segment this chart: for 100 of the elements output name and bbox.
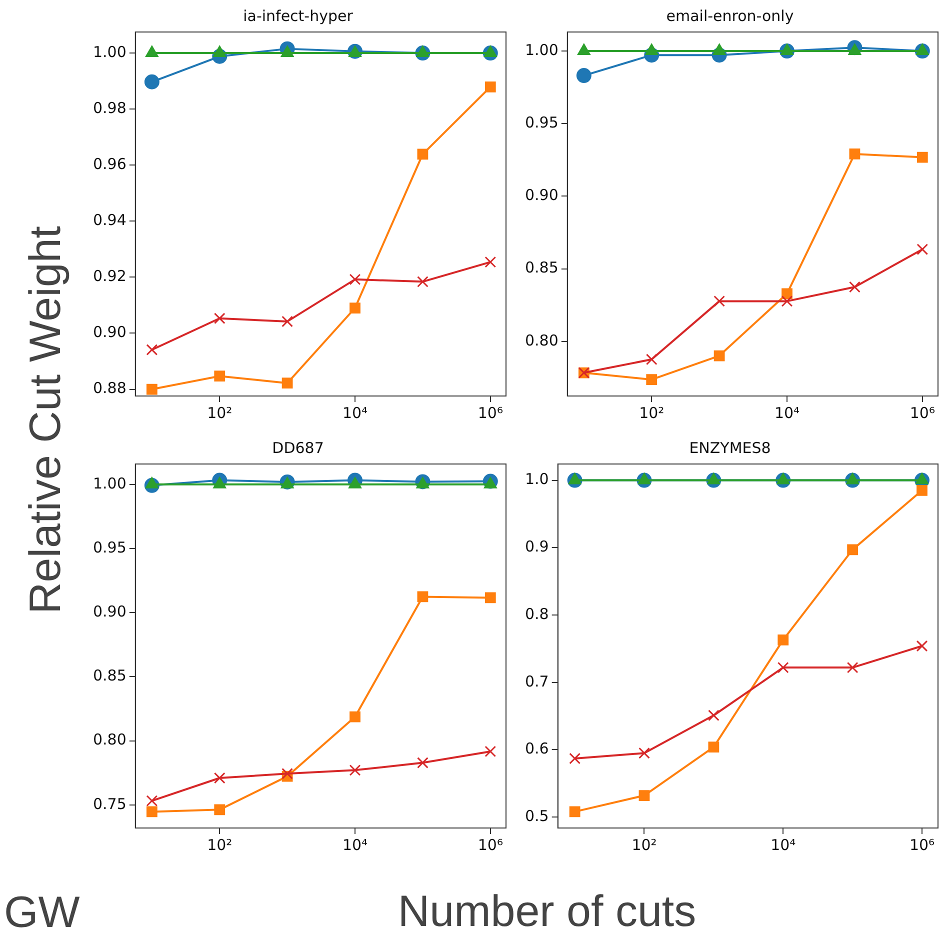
point [417, 757, 428, 768]
y-tick-label: 0.8 [524, 604, 549, 623]
point [638, 747, 650, 759]
y-tick-label: 0.90 [92, 602, 126, 620]
point [848, 44, 862, 56]
chart-title: ia-infect-hyper [243, 6, 354, 25]
point [146, 384, 158, 395]
x-tick-label: 10² [632, 836, 657, 854]
x-tick-label: 10⁴ [342, 836, 368, 854]
x-tick-label: 10⁶ [478, 404, 503, 422]
x-tick-label: 10⁴ [774, 404, 800, 422]
y-tick-label: 0.96 [92, 154, 126, 173]
point [484, 746, 496, 758]
chart-title: email-enron-only [666, 6, 794, 25]
point [145, 46, 158, 58]
y-tick-label: 1.0 [524, 470, 549, 488]
point [417, 276, 428, 288]
point [350, 302, 360, 314]
point [484, 592, 496, 604]
point [349, 764, 361, 776]
point [569, 752, 581, 764]
x-tick-label: 10⁶ [910, 404, 935, 422]
point [778, 634, 789, 646]
point [214, 804, 226, 816]
point [416, 46, 430, 58]
y-tick-label: 0.80 [92, 730, 126, 749]
y-tick-label: 0.7 [524, 672, 549, 690]
point [214, 370, 226, 382]
point [646, 374, 658, 386]
point [638, 790, 650, 801]
point [708, 710, 720, 722]
point [714, 295, 726, 307]
y-tick-label: 0.90 [524, 186, 558, 204]
point [777, 662, 789, 674]
point [916, 244, 928, 256]
y-tick-label: 0.95 [524, 114, 558, 132]
point [916, 152, 928, 163]
y-axis-title: Relative Cut Weight [21, 226, 71, 614]
point [577, 44, 590, 56]
point [849, 148, 860, 160]
x-axis-title: Number of cuts [398, 887, 696, 936]
point [646, 354, 658, 366]
point [847, 544, 858, 556]
y-tick-label: 1.00 [92, 474, 126, 492]
y-tick-label: 0.75 [92, 794, 126, 813]
point [282, 316, 294, 328]
y-tick-label: 1.00 [92, 42, 126, 61]
point [213, 46, 226, 58]
x-tick-label: 10⁴ [342, 404, 368, 422]
chart-title: DD687 [272, 438, 324, 457]
point [916, 484, 928, 496]
point [916, 44, 929, 56]
x-tick-label: 10² [207, 404, 232, 422]
y-tick-label: 0.85 [92, 666, 126, 685]
x-tick-label: 10⁶ [478, 836, 503, 854]
point [146, 344, 158, 356]
x-tick-label: 10⁴ [770, 836, 796, 854]
y-tick-label: 0.94 [92, 211, 126, 230]
point [849, 281, 860, 293]
point [484, 46, 497, 58]
y-tick-label: 0.85 [524, 258, 558, 277]
point [146, 795, 158, 807]
point [714, 350, 725, 362]
y-tick-label: 0.92 [92, 267, 126, 286]
point [417, 591, 428, 602]
y-tick-label: 0.9 [524, 538, 549, 556]
point [645, 44, 658, 56]
point [350, 711, 360, 722]
point [712, 44, 726, 56]
y-tick-label: 0.90 [92, 323, 126, 342]
point [144, 74, 160, 90]
y-tick-label: 0.6 [524, 740, 549, 758]
point [146, 806, 158, 818]
point [708, 742, 720, 752]
point [484, 256, 496, 268]
point [282, 378, 293, 389]
point [569, 806, 580, 818]
y-tick-label: 0.88 [92, 379, 126, 398]
point [781, 295, 793, 307]
point [282, 768, 294, 780]
y-tick-label: 0.80 [524, 331, 558, 350]
chart-title: ENZYMES8 [689, 438, 771, 457]
point [782, 288, 792, 300]
x-tick-label: 10² [207, 836, 232, 854]
text: GW [4, 888, 80, 936]
point [280, 46, 294, 58]
y-tick-label: 1.00 [524, 40, 558, 59]
point [214, 772, 226, 784]
point [484, 81, 496, 92]
x-tick-label: 10² [639, 404, 664, 422]
point [916, 640, 928, 652]
point [417, 148, 428, 160]
y-tick-label: 0.5 [524, 806, 549, 825]
point [349, 274, 361, 286]
point [214, 312, 226, 324]
y-tick-label: 0.98 [92, 98, 126, 117]
point [576, 68, 592, 84]
point [846, 662, 858, 674]
x-tick-label: 10⁶ [909, 836, 935, 854]
point [780, 44, 794, 56]
